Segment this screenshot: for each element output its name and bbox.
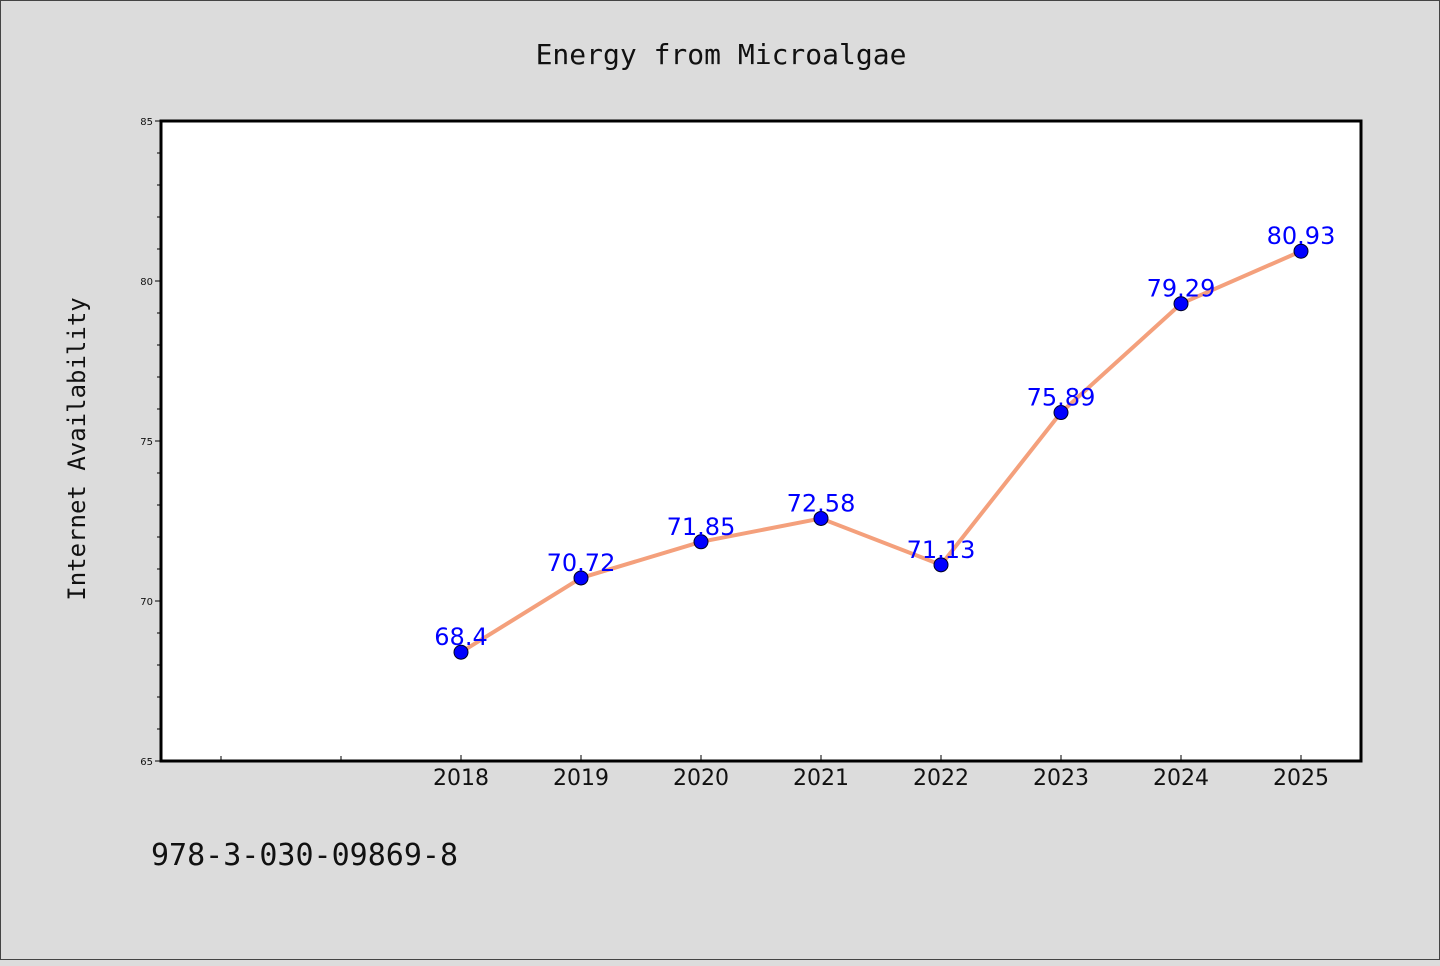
y-axis-label: Internet Availability [63,297,91,600]
y-tick-label: 65 [140,757,153,768]
x-tick-label: 2020 [673,766,729,791]
series-group: 68.4 70.72 71.85 72.58 71.13 75.89 79.29 80.93 [434,222,1336,660]
x-tick-label: 2018 [433,766,489,791]
x-tick-label: 2024 [1153,766,1209,791]
x-tick-label: 2021 [793,766,849,791]
data-point [933,557,949,573]
y-tick-label: 85 [140,117,153,128]
x-axis: 2018 2019 2020 2021 2022 2023 2024 2025 [220,755,1329,791]
y-tick-label: 70 [140,597,153,608]
data-label: 72.58 [787,489,856,517]
y-tick-label: 80 [140,277,153,288]
series-line [459,249,1302,654]
data-label: 70.72 [547,549,616,577]
footer-isbn: 978-3-030-09869-8 [151,838,458,873]
data-label: 79.29 [1147,275,1216,303]
data-point [453,644,469,660]
x-tick-label: 2019 [553,766,609,791]
x-tick-label: 2023 [1033,766,1089,791]
data-point [573,570,589,586]
chart-title: Energy from Microalgae [536,38,907,71]
data-label: 71.13 [907,536,976,564]
data-point [813,510,829,526]
data-point [1293,243,1309,259]
data-label: 80.93 [1267,222,1336,250]
y-axis: 65 70 75 80 85 [140,117,161,768]
x-tick-label: 2025 [1273,766,1329,791]
data-label: 75.89 [1027,384,1096,412]
data-point [1053,405,1069,421]
plot-area [159,119,1363,763]
data-point [1173,296,1189,312]
data-label: 68.4 [434,623,487,651]
y-tick-label: 75 [140,437,153,448]
x-tick-label: 2022 [913,766,969,791]
data-point [693,534,709,550]
data-label: 71.85 [667,513,736,541]
